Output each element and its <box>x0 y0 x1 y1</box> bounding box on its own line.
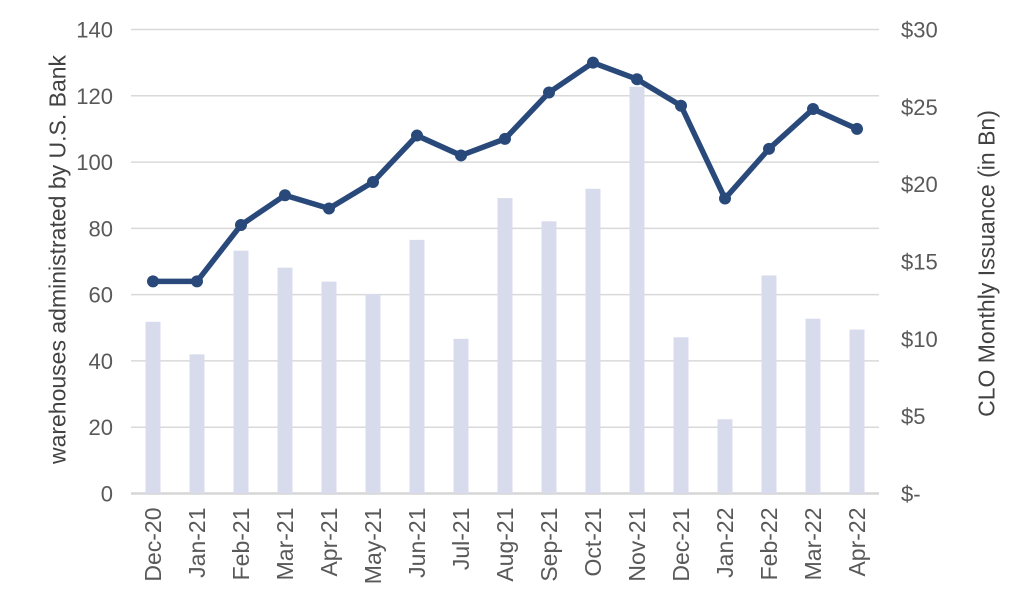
x-tick-label-Jan-21: Jan-21 <box>184 508 210 578</box>
bar-Jan-22 <box>717 419 733 494</box>
left-tick-label: 0 <box>101 482 113 507</box>
line-marker-Dec-21 <box>675 99 687 112</box>
line-marker-Apr-22 <box>851 122 863 135</box>
bar-Jul-21 <box>453 338 469 494</box>
line-marker-Jun-21 <box>411 129 423 142</box>
x-tick-label-Jan-22: Jan-22 <box>712 508 738 578</box>
left-tick-label: 60 <box>89 283 113 308</box>
bar-series <box>145 86 865 494</box>
bar-Mar-22 <box>805 318 821 494</box>
x-tick-label-Feb-21: Feb-21 <box>228 508 254 581</box>
bar-Jun-21 <box>409 239 425 494</box>
left-tick-label: 20 <box>89 415 113 440</box>
bar-Apr-21 <box>321 281 337 494</box>
bar-Mar-21 <box>277 267 293 494</box>
line-marker-Aug-21 <box>499 132 511 145</box>
left-axis-title: warehouses administrated by U.S. Bank <box>44 54 71 465</box>
x-tick-label-Oct-21: Oct-21 <box>580 508 606 577</box>
right-tick-label: $15 <box>901 250 938 275</box>
line-series <box>147 56 863 288</box>
x-tick-label-Apr-22: Apr-22 <box>844 508 870 577</box>
left-tick-label: 40 <box>89 349 113 374</box>
line-marker-Feb-22 <box>763 142 775 155</box>
line-marker-Dec-20 <box>147 275 159 288</box>
right-tick-label: $5 <box>901 404 925 429</box>
line-marker-Feb-21 <box>235 219 247 232</box>
right-tick-label: $25 <box>901 95 938 120</box>
right-axis-ticks: $- $5 $10 $15 $20 $25 $30 <box>901 18 938 507</box>
bar-Nov-21 <box>629 86 645 494</box>
x-tick-label-Jul-21: Jul-21 <box>448 508 474 571</box>
left-tick-label: 120 <box>76 84 113 109</box>
x-tick-label-Apr-21: Apr-21 <box>316 508 342 577</box>
x-tick-label-Dec-21: Dec-21 <box>668 508 694 582</box>
bar-Oct-21 <box>585 188 601 494</box>
bar-Feb-22 <box>761 275 777 494</box>
bar-Sep-21 <box>541 221 557 494</box>
line-marker-Sep-21 <box>543 86 555 99</box>
bar-Feb-21 <box>233 250 249 494</box>
x-tick-label-Mar-22: Mar-22 <box>800 508 826 581</box>
line-marker-Oct-21 <box>587 56 599 69</box>
bar-Jan-21 <box>189 354 205 494</box>
line-marker-Mar-22 <box>807 103 819 116</box>
bar-Aug-21 <box>497 198 513 494</box>
line-marker-Jul-21 <box>455 149 467 162</box>
line-marker-Jan-21 <box>191 275 203 288</box>
left-axis-ticks: 0 20 40 60 80 100 120 140 <box>76 18 113 507</box>
x-tick-label-Dec-20: Dec-20 <box>140 508 166 582</box>
x-tick-label-Nov-21: Nov-21 <box>624 508 650 582</box>
x-tick-label-Jun-21: Jun-21 <box>404 508 430 578</box>
bar-May-21 <box>365 293 381 494</box>
bar-Dec-21 <box>673 337 689 494</box>
line-marker-Mar-21 <box>279 189 291 202</box>
x-tick-label-Aug-21: Aug-21 <box>492 508 518 582</box>
right-tick-label: $- <box>901 482 921 507</box>
right-tick-label: $10 <box>901 327 938 352</box>
line-marker-May-21 <box>367 175 379 188</box>
bar-Dec-20 <box>145 321 161 494</box>
left-tick-label: 140 <box>76 18 113 43</box>
line-marker-Apr-21 <box>323 202 335 215</box>
line-marker-Nov-21 <box>631 73 643 86</box>
x-tick-label-Feb-22: Feb-22 <box>756 508 782 581</box>
right-axis-title: CLO Monthly Issuance (in Bn) <box>973 110 1000 417</box>
right-tick-label: $20 <box>901 172 938 197</box>
x-axis-ticks: Dec-20 Jan-21 Feb-21 Mar-21 Apr-21 May-21 Jun-… <box>140 508 870 585</box>
left-tick-label: 100 <box>76 150 113 175</box>
x-tick-label-Sep-21: Sep-21 <box>536 508 562 582</box>
x-tick-label-May-21: May-21 <box>360 508 386 585</box>
line-marker-Jan-22 <box>719 192 731 205</box>
right-tick-label: $30 <box>901 18 938 43</box>
bar-Apr-22 <box>849 329 865 494</box>
x-tick-label-Mar-21: Mar-21 <box>272 508 298 581</box>
left-tick-label: 80 <box>89 216 113 241</box>
